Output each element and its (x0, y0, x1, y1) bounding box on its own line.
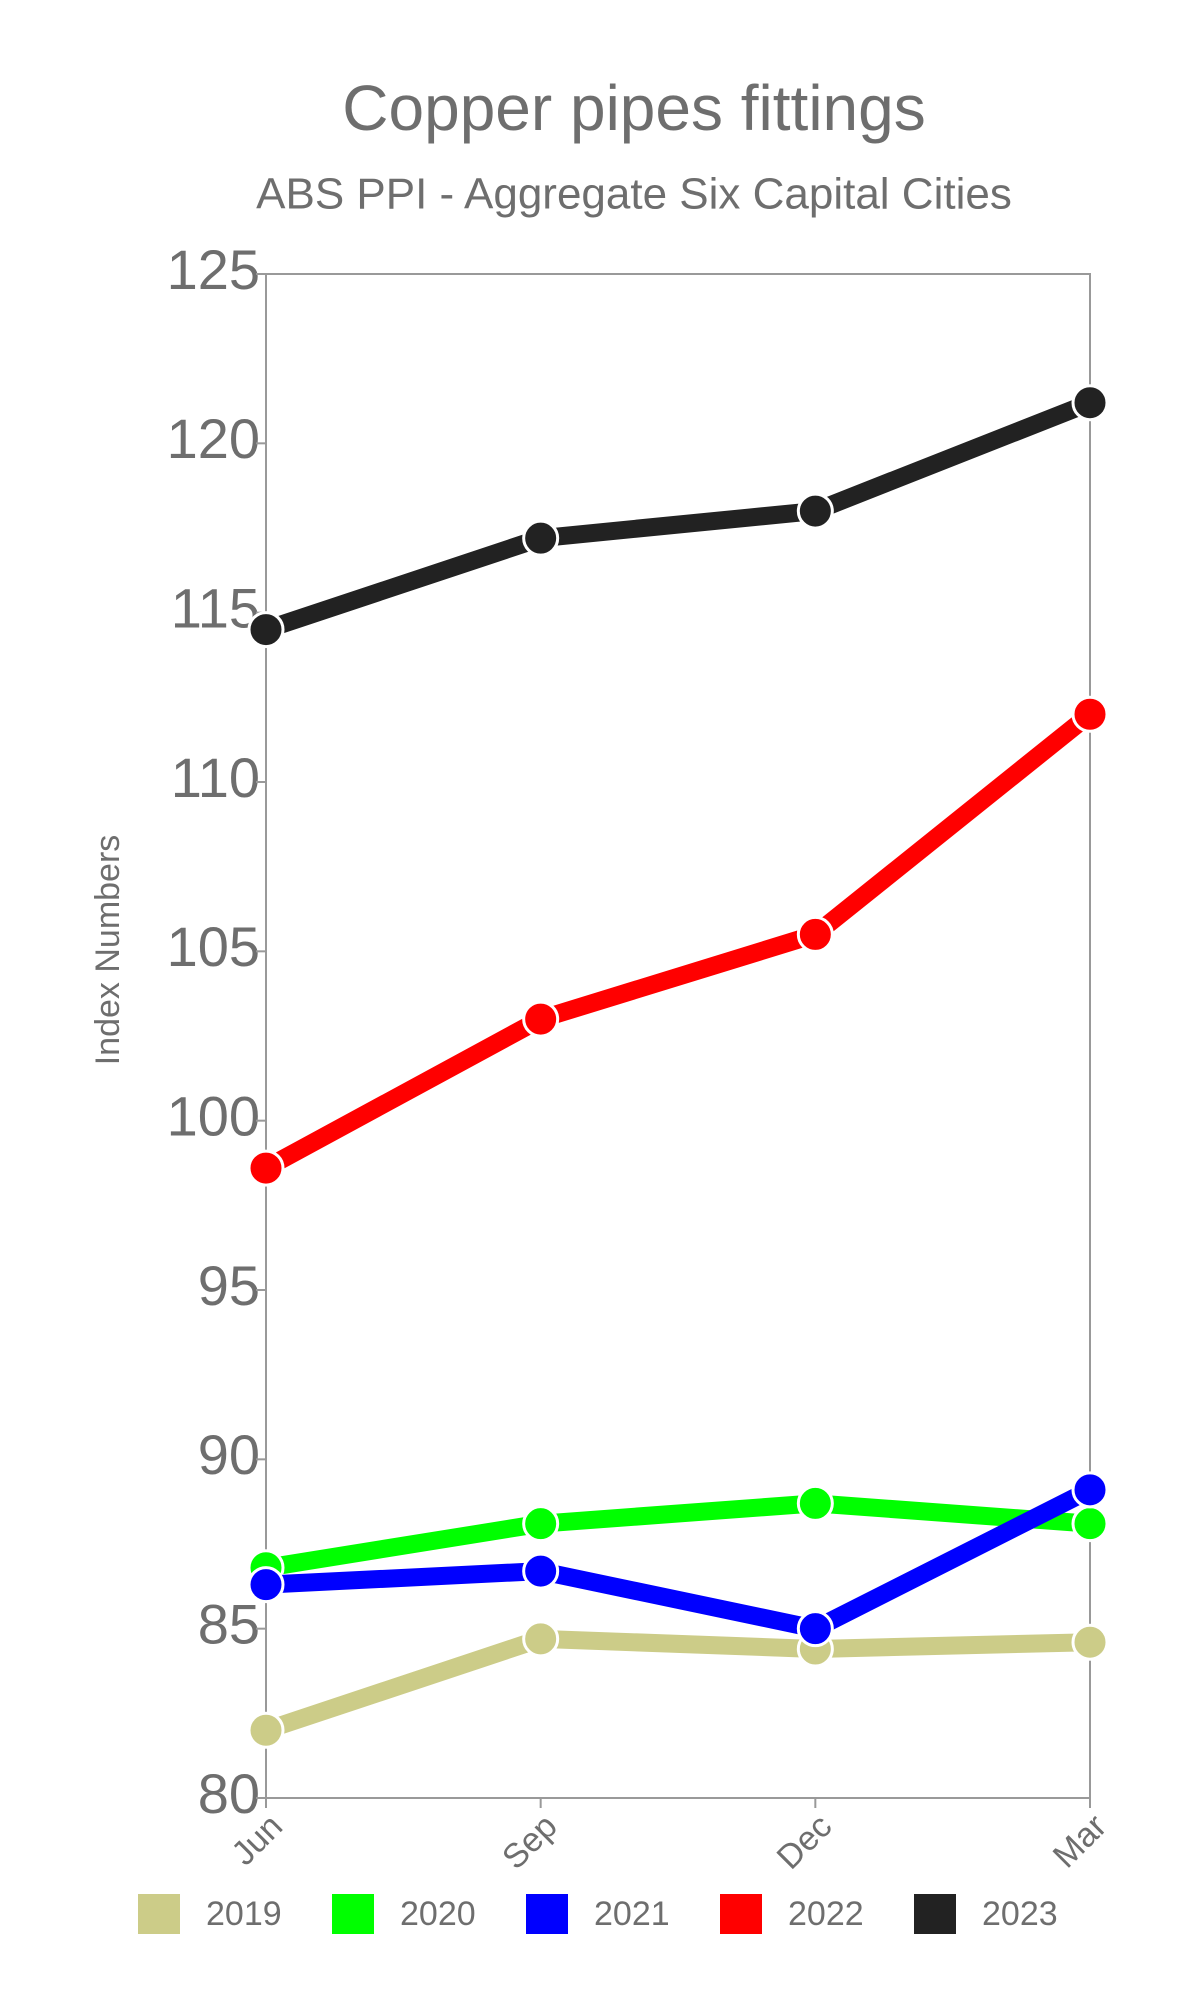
chart-title: Copper pipes fittings (342, 72, 925, 144)
data-point (1071, 384, 1109, 422)
data-point (522, 1000, 560, 1038)
legend-swatch (526, 1894, 568, 1934)
data-point (1071, 1505, 1109, 1543)
data-point (522, 1552, 560, 1590)
series-line (263, 394, 1094, 639)
y-tick-label: 120 (167, 407, 260, 470)
series-line (265, 1481, 1095, 1638)
data-point (796, 915, 834, 953)
legend-swatch (914, 1894, 956, 1934)
y-tick-label: 100 (167, 1084, 260, 1147)
data-point (522, 519, 560, 557)
y-tick-label: 85 (198, 1592, 260, 1655)
legend-swatch (720, 1894, 762, 1934)
legend-swatch (332, 1894, 374, 1934)
y-tick-label: 90 (198, 1423, 260, 1486)
y-axis-label: Index Numbers (89, 835, 127, 1066)
data-point (796, 492, 834, 530)
data-point (522, 1505, 560, 1543)
y-tick-label: 105 (167, 915, 260, 978)
data-point (796, 1610, 834, 1648)
data-point (796, 1484, 834, 1522)
data-point (247, 1566, 285, 1604)
series-line (264, 1494, 1091, 1577)
y-tick-label: 125 (167, 238, 260, 301)
chart-subtitle: ABS PPI - Aggregate Six Capital Cities (256, 170, 1012, 219)
data-point (522, 1620, 560, 1658)
data-point (1071, 695, 1109, 733)
x-tick-label: Mar (1046, 1807, 1114, 1875)
legend-label: 2020 (400, 1895, 476, 1933)
series-line (263, 1629, 1091, 1739)
legend-label: 2022 (788, 1895, 864, 1933)
plot-frame (265, 273, 1091, 1799)
data-point (247, 1149, 285, 1187)
legend-label: 2021 (594, 1895, 670, 1933)
legend-swatch (138, 1894, 180, 1934)
legend-label: 2019 (206, 1895, 282, 1933)
data-point (1071, 1623, 1109, 1661)
x-tick-label: Sep (495, 1807, 565, 1877)
series-line (261, 707, 1096, 1176)
data-point (1071, 1471, 1109, 1509)
legend-label: 2023 (982, 1895, 1058, 1933)
data-point (247, 611, 285, 649)
y-tick-label: 115 (171, 576, 260, 639)
x-tick-label: Dec (770, 1807, 840, 1877)
y-tick-label: 95 (198, 1254, 260, 1317)
y-tick-label: 80 (198, 1762, 260, 1825)
y-tick-label: 110 (171, 746, 260, 809)
data-point (247, 1711, 285, 1749)
